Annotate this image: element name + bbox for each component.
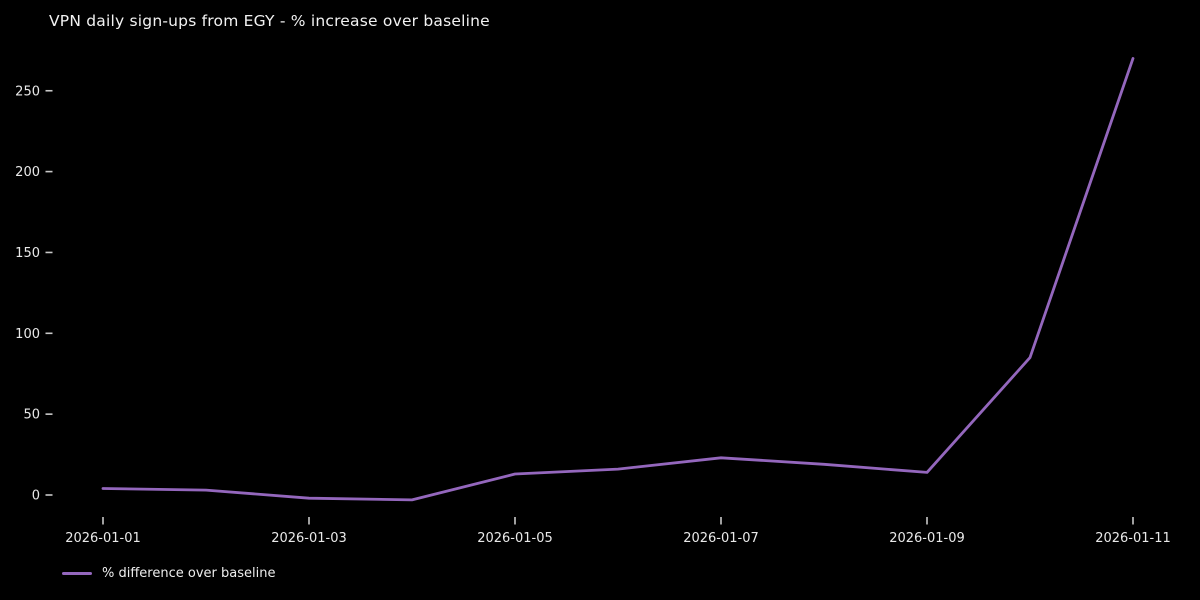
x-tick-label: 2026-01-07 [683,531,759,546]
y-tick-label: 150 [15,246,40,261]
y-tick-label: 50 [23,408,40,423]
chart-title: VPN daily sign-ups from EGY - % increase… [49,12,490,30]
y-tick-label: 200 [15,165,40,180]
x-tick-label: 2026-01-03 [271,531,347,546]
x-tick-label: 2026-01-01 [65,531,141,546]
legend-label: % difference over baseline [102,566,276,581]
y-tick-label: 100 [15,327,40,342]
y-tick-label: 0 [32,489,40,504]
legend-line-swatch-icon [62,572,92,575]
legend: % difference over baseline [62,566,275,581]
data-line-pct-difference [101,57,1135,502]
x-tick-label: 2026-01-05 [477,531,553,546]
x-tick-label: 2026-01-11 [1095,531,1171,546]
x-tick-label: 2026-01-09 [889,531,965,546]
y-tick-label: 250 [15,84,40,99]
